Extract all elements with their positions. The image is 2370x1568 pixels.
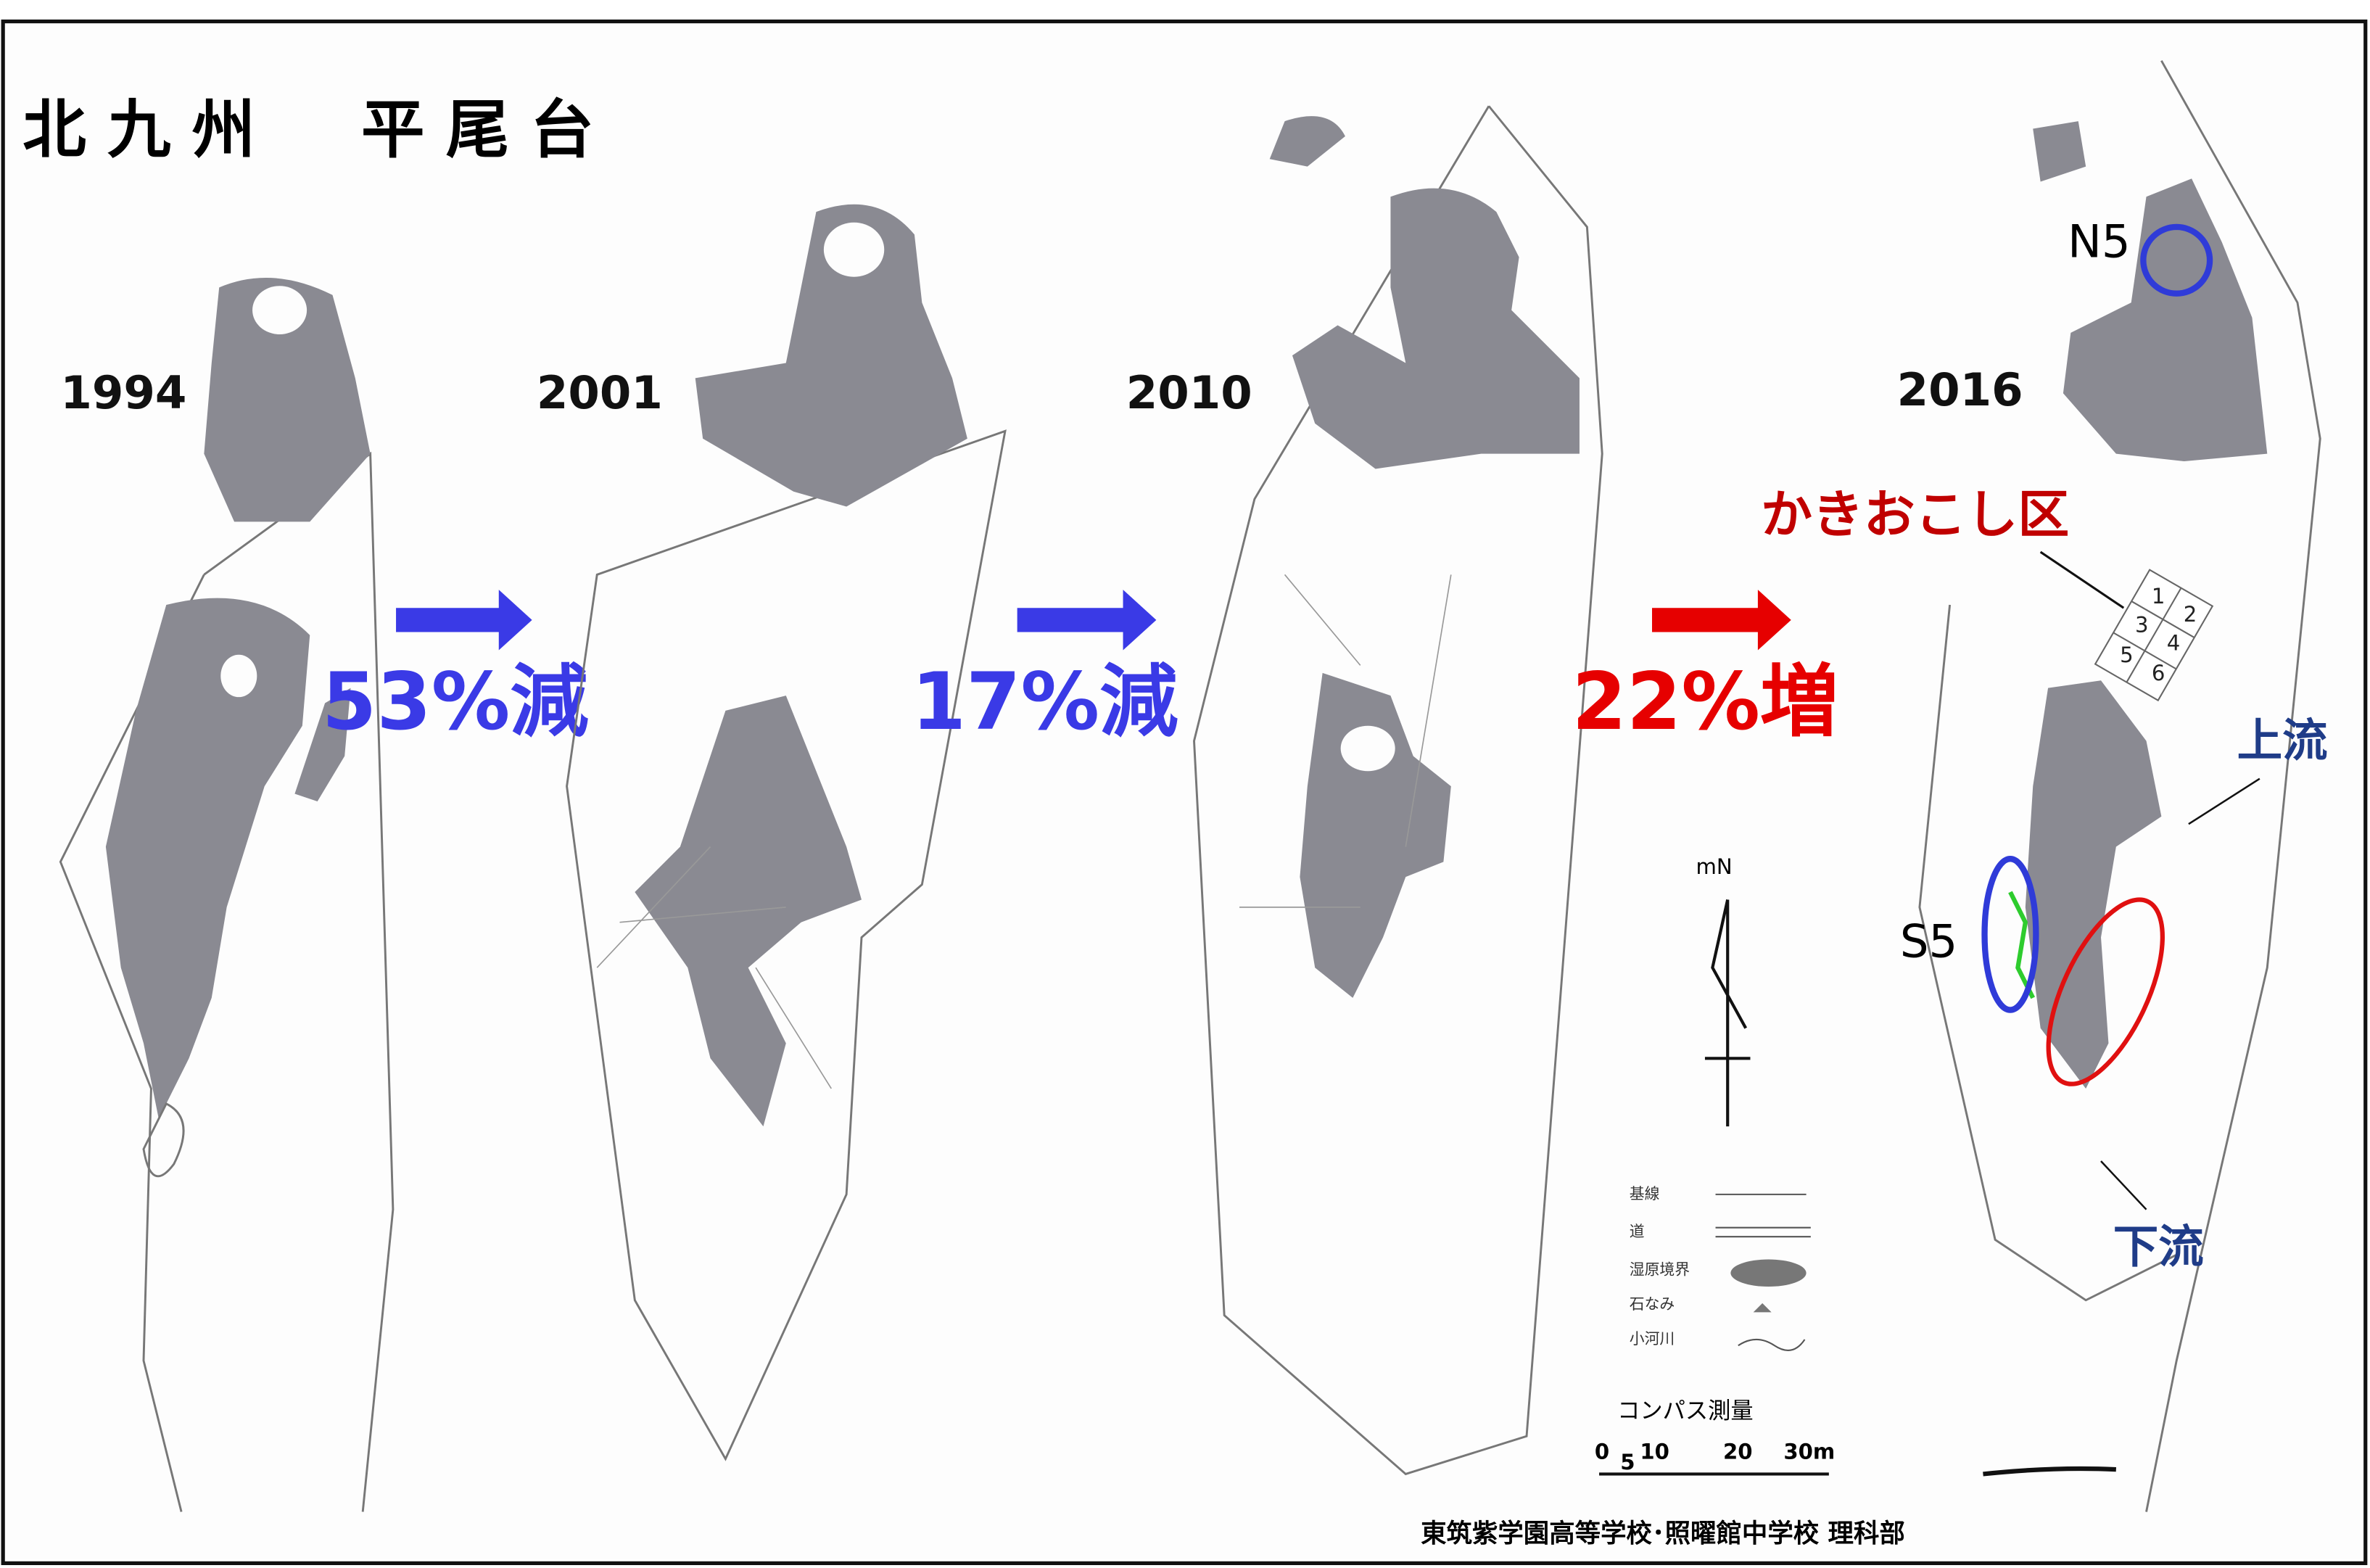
year-label: 2001 — [537, 366, 663, 419]
site-label: N5 — [2068, 215, 2131, 268]
legend-label: 石なみ — [1630, 1295, 1675, 1313]
plot-number: 5 — [2120, 643, 2134, 667]
year-label: 1994 — [60, 366, 186, 419]
change-label: 17%減 — [912, 656, 1178, 748]
title: 北九州 平尾台 — [22, 93, 615, 167]
plot-label: かきおこし区 — [1761, 484, 2069, 545]
scale-label: 0 — [1595, 1440, 1609, 1464]
method-label: コンパス測量 — [1617, 1398, 1754, 1424]
wetland-hole — [220, 655, 257, 697]
legend-label: 道 — [1630, 1223, 1645, 1240]
scale-label: 10 — [1640, 1440, 1669, 1464]
scale-label: 20 — [1723, 1440, 1753, 1464]
plot-number: 3 — [2135, 613, 2149, 637]
scale-label: 30m — [1783, 1440, 1835, 1464]
legend-symbol — [1730, 1259, 1806, 1287]
wetland-hole — [824, 223, 884, 277]
frame — [3, 22, 2366, 1564]
plot-number: 1 — [2152, 584, 2165, 608]
year-label: 2010 — [1126, 366, 1252, 419]
change-label: 53%減 — [322, 656, 589, 748]
site-label: S5 — [1900, 915, 1957, 968]
north-label: mN — [1696, 854, 1732, 879]
figure: 北九州 平尾台 1994 53%減 2001 17%減 2010 22%増 20… — [0, 0, 2370, 1568]
change-label: 22%増 — [1572, 656, 1839, 748]
upstream-label: 上流 — [2237, 714, 2328, 767]
plot-number: 6 — [2152, 661, 2165, 685]
plot-number: 4 — [2167, 631, 2181, 656]
plot-number: 2 — [2184, 602, 2197, 627]
legend-label: 基線 — [1630, 1185, 1660, 1202]
wetland-hole — [252, 286, 307, 334]
legend-label: 小河川 — [1630, 1330, 1675, 1348]
downstream-label: 下流 — [2113, 1221, 2204, 1274]
wetland-hole — [1341, 726, 1395, 772]
year-label: 2016 — [1897, 363, 2023, 416]
legend-label: 湿原境界 — [1630, 1260, 1690, 1278]
page: {"title":"北九州 平尾台", "panels":[{"year":"1… — [0, 0, 2370, 1568]
footer: 東筑紫学園高等学校･照曜館中学校 理科部 — [1421, 1519, 1905, 1548]
scale-label: 5 — [1620, 1450, 1635, 1474]
